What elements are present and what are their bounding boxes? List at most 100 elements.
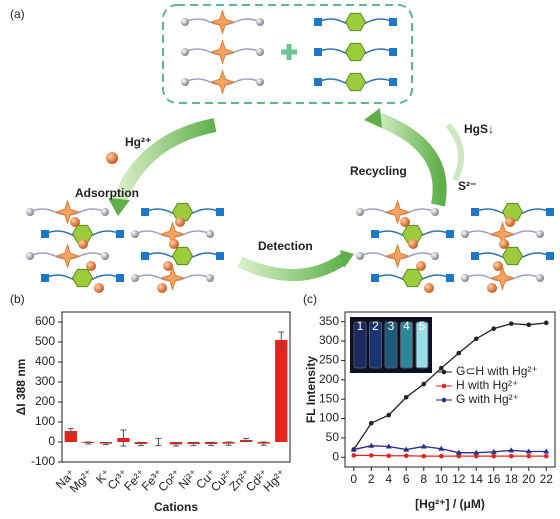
host-end (471, 208, 479, 216)
host-end (314, 18, 322, 26)
schematic: (a) Hg²⁺ Adsorption Detection Recycling … (10, 4, 554, 293)
marker (420, 443, 427, 449)
guest-end (181, 48, 189, 56)
guest-end (206, 230, 214, 238)
error-bar (208, 441, 215, 447)
host-end (546, 252, 554, 260)
x-tick-label: 8 (420, 472, 427, 486)
x-tick-label: 22 (540, 472, 554, 486)
guest-end (206, 274, 214, 282)
x-axis-label: [Hg²⁺] / (μM) (415, 497, 485, 511)
host-end (389, 18, 397, 26)
marker (350, 446, 357, 452)
hgs-label: HgS↓ (464, 122, 494, 136)
vial-label: 5 (419, 319, 426, 333)
arrow-head (340, 250, 354, 268)
sulfide-label: S²⁻ (458, 179, 476, 193)
guest-core (54, 199, 81, 225)
marker (543, 320, 549, 326)
host-core (401, 268, 424, 288)
legend-label: G⊂H with Hg²⁺ (456, 364, 538, 378)
marker (508, 447, 515, 453)
marker (368, 453, 374, 458)
host-end (371, 274, 379, 282)
marker (526, 453, 532, 459)
marker (385, 443, 392, 449)
vial-label: 4 (403, 319, 410, 333)
guest-end (256, 48, 264, 56)
host-end (216, 208, 224, 216)
y-tick-label: 350 (319, 314, 339, 328)
x-tick-label: 0 (350, 472, 357, 486)
guest-core (209, 9, 236, 35)
mercury-ion (175, 217, 185, 227)
error-bar (173, 442, 179, 447)
error-bar (190, 441, 197, 447)
panel-label: (a) (10, 7, 25, 21)
error-bar (155, 437, 162, 447)
marker (386, 412, 392, 418)
mercury-ion (163, 261, 173, 271)
marker (438, 445, 445, 451)
legend-label: G with Hg²⁺ (456, 392, 519, 406)
host-guest-box (162, 4, 413, 104)
guest-end (461, 274, 469, 282)
recycling-label: Recycling (350, 164, 407, 178)
marker (473, 453, 479, 459)
host-end (41, 230, 49, 238)
guest-core (209, 39, 236, 65)
vial (415, 321, 429, 369)
arrow-head (364, 108, 382, 128)
marker (473, 336, 479, 342)
marker (490, 448, 497, 454)
mercury-ion (94, 283, 104, 293)
y-tick-label: -100 (31, 454, 55, 468)
marker (421, 453, 427, 459)
vial (384, 321, 398, 369)
mercury-ion (416, 261, 426, 271)
y-tick-label: 400 (35, 354, 55, 368)
mercury-ion (493, 261, 503, 271)
y-tick-label: 0 (48, 434, 55, 448)
marker (491, 326, 497, 331)
guest-core (54, 243, 81, 269)
x-tick-label: 4 (385, 472, 392, 486)
marker (455, 449, 462, 455)
y-tick-label: 150 (319, 391, 339, 405)
detection-arrow (237, 253, 349, 282)
mercury-ion (499, 239, 509, 249)
host-end (314, 48, 322, 56)
detection-label: Detection (258, 239, 313, 253)
plus-sign (281, 44, 297, 60)
marker (403, 453, 409, 459)
marker (456, 350, 462, 356)
guest-end (431, 208, 439, 216)
x-tick-label: 12 (452, 472, 466, 486)
error-bar (67, 428, 74, 434)
host-end (116, 274, 124, 282)
host-end (41, 274, 49, 282)
marker (351, 453, 357, 458)
recycling-arrow (372, 111, 447, 207)
error-bar (243, 437, 250, 443)
host-core (344, 42, 367, 62)
vial-label: 3 (388, 319, 395, 333)
mercury-ion (400, 217, 410, 227)
y-tick-label: 0 (332, 449, 339, 463)
x-tick-label: 2 (368, 472, 375, 486)
host-end (446, 274, 454, 282)
host-end (446, 230, 454, 238)
marker (525, 448, 532, 454)
marker (368, 420, 374, 426)
legend-marker (441, 369, 447, 375)
plot-frame (61, 311, 291, 463)
host-end (216, 252, 224, 260)
error-bar (137, 441, 144, 447)
x-tick-label: 20 (522, 472, 536, 486)
arrow-head (108, 198, 130, 216)
host-core (344, 72, 367, 92)
host-end (471, 252, 479, 260)
y-tick-label: 100 (35, 414, 55, 428)
y-tick-label: 100 (319, 411, 339, 425)
legend-marker (441, 397, 447, 403)
